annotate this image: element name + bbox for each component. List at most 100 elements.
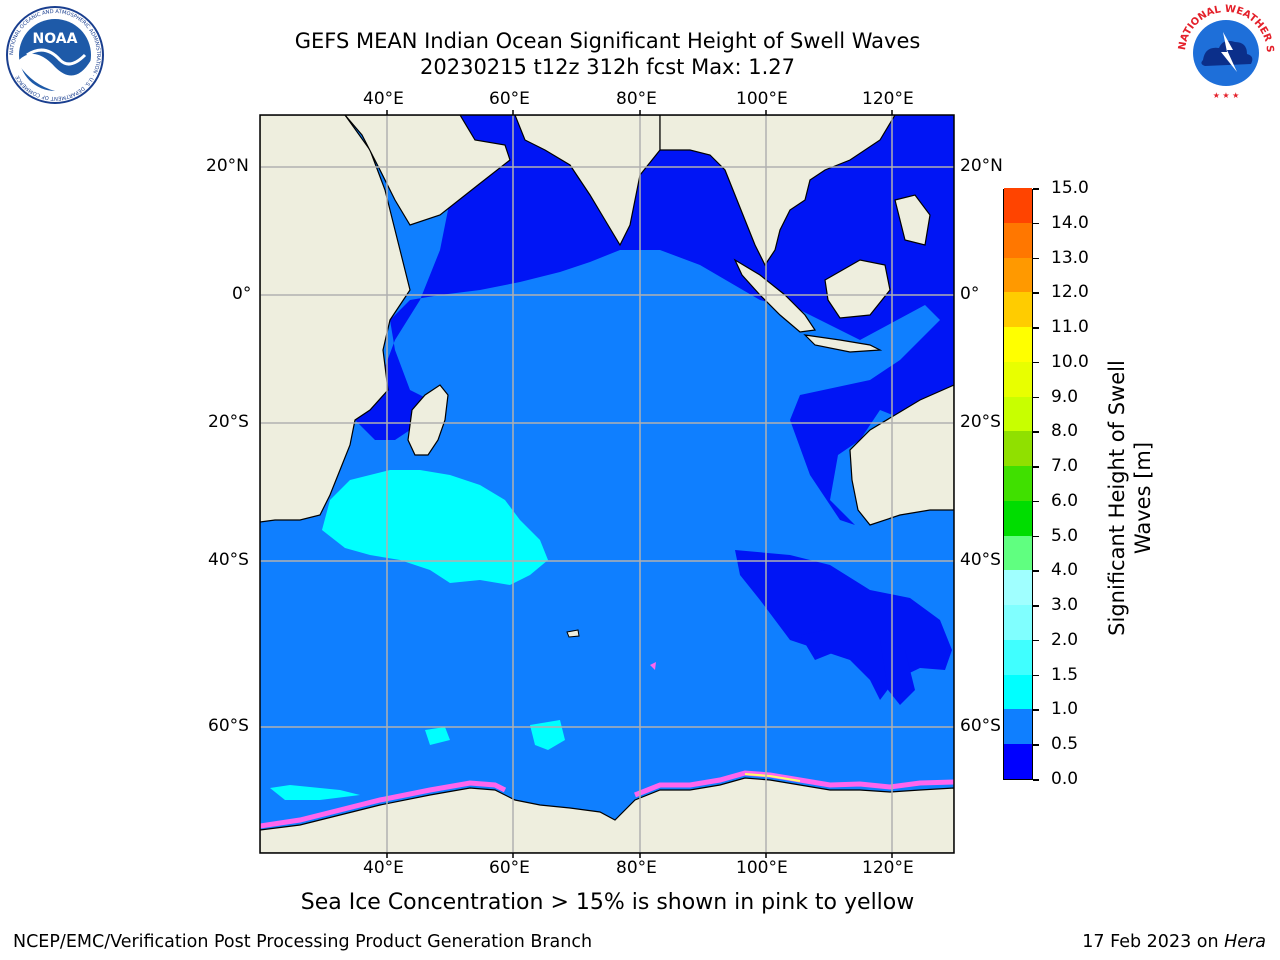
lat-tick-right: 20°N bbox=[960, 156, 1003, 176]
footer-host: Hera bbox=[1224, 932, 1266, 952]
colorbar-band bbox=[1004, 639, 1032, 675]
lat-tick-left: 20°N bbox=[206, 156, 249, 176]
colorbar-tick-mark bbox=[1033, 500, 1039, 503]
nws-logo: NATIONAL WEATHER SERVICE ★ ★ ★ bbox=[1171, 0, 1277, 104]
colorbar-band bbox=[1004, 604, 1032, 640]
colorbar-tick-label: 12.0 bbox=[1051, 282, 1089, 303]
colorbar-label: Significant Height of Swell Waves [m] bbox=[1104, 343, 1156, 653]
colorbar-tick-mark bbox=[1033, 709, 1039, 711]
colorbar bbox=[1003, 187, 1033, 780]
title-line-2: 20230215 t12z 312h fcst Max: 1.27 bbox=[420, 55, 795, 79]
lon-tick-top: 100°E bbox=[736, 89, 788, 109]
sea-ice-edge-yellow bbox=[744, 773, 801, 782]
colorbar-tick-mark bbox=[1033, 222, 1039, 225]
sea-ice-edge bbox=[260, 780, 507, 829]
lat-tick-left: 0° bbox=[232, 284, 252, 304]
lon-tick-bottom: 100°E bbox=[736, 858, 788, 878]
colorbar-tick-label: 1.0 bbox=[1051, 699, 1079, 720]
colorbar-tick-mark bbox=[1033, 605, 1039, 607]
colorbar-label-line-2: Waves [m] bbox=[1131, 441, 1155, 555]
colorbar-band bbox=[1004, 569, 1032, 606]
colorbar-band bbox=[1004, 187, 1032, 223]
lon-tick-bottom: 60°E bbox=[489, 858, 530, 878]
colorbar-tick-label: 11.0 bbox=[1051, 317, 1089, 338]
low-swell-patch bbox=[880, 640, 915, 705]
colorbar-band bbox=[1004, 291, 1032, 328]
colorbar-tick-label: 0.0 bbox=[1051, 769, 1079, 789]
colorbar-tick-label: 15.0 bbox=[1051, 178, 1089, 198]
colorbar-tick-mark bbox=[1033, 292, 1039, 294]
tick-marks bbox=[386, 110, 893, 858]
land-borneo bbox=[824, 259, 891, 319]
lon-tick-top: 80°E bbox=[616, 89, 657, 109]
colorbar-tick-mark bbox=[1033, 257, 1039, 260]
lat-tick-left: 20°S bbox=[208, 412, 249, 432]
colorbar-tick-label: 10.0 bbox=[1051, 351, 1089, 372]
land-southeast-asia bbox=[659, 115, 896, 267]
colorbar-tick-mark bbox=[1033, 639, 1039, 642]
title-line-1: GEFS MEAN Indian Ocean Significant Heigh… bbox=[294, 29, 921, 53]
colorbar-band bbox=[1004, 674, 1032, 710]
colorbar-band bbox=[1004, 361, 1032, 397]
footer-date: 17 Feb 2023 on Hera bbox=[1082, 932, 1266, 952]
colorbar-tick-label: 1.5 bbox=[1051, 664, 1079, 685]
svg-text:NOAA: NOAA bbox=[33, 31, 78, 47]
colorbar-tick-mark bbox=[1033, 674, 1039, 677]
lat-tick-right: 0° bbox=[960, 284, 980, 304]
land-philippines bbox=[894, 194, 931, 246]
lat-tick-right: 60°S bbox=[960, 716, 1001, 736]
colorbar-tick-mark bbox=[1033, 535, 1039, 538]
land-sumatra bbox=[733, 258, 817, 333]
lat-tick-right: 40°S bbox=[960, 550, 1001, 570]
map-frame bbox=[259, 114, 955, 854]
land-australia bbox=[849, 384, 954, 526]
colorbar-tick-mark bbox=[1033, 431, 1039, 433]
colorbar-tick-label: 2.0 bbox=[1051, 629, 1079, 650]
lon-tick-top: 40°E bbox=[363, 89, 404, 109]
colorbar-tick-label: 13.0 bbox=[1051, 247, 1089, 268]
lon-tick-top: 60°E bbox=[489, 89, 530, 109]
colorbar-tick-mark bbox=[1033, 188, 1039, 190]
land-madagascar bbox=[407, 384, 449, 456]
colorbar-band bbox=[1004, 743, 1032, 779]
lat-tick-left: 60°S bbox=[208, 716, 249, 736]
colorbar-tick-label: 7.0 bbox=[1051, 456, 1079, 477]
land-java bbox=[803, 334, 883, 353]
lon-tick-bottom: 80°E bbox=[616, 858, 657, 878]
colorbar-band bbox=[1004, 396, 1032, 432]
footer-credit: NCEP/EMC/Verification Post Processing Pr… bbox=[13, 932, 593, 952]
ice-spot bbox=[650, 662, 656, 670]
noaa-logo: NOAA NATIONAL OCEANIC AND ATMOSPHERIC AD… bbox=[5, 5, 105, 105]
colorbar-tick-label: 3.0 bbox=[1051, 595, 1079, 616]
lon-tick-bottom: 120°E bbox=[862, 858, 914, 878]
island-kerguelen bbox=[566, 629, 580, 638]
colorbar-band bbox=[1004, 535, 1032, 571]
map-field bbox=[260, 115, 954, 853]
colorbar-tick-label: 14.0 bbox=[1051, 212, 1089, 233]
colorbar-band bbox=[1004, 222, 1032, 258]
colorbar-tick-label: 0.5 bbox=[1051, 734, 1079, 755]
footer-date-text: 17 Feb 2023 on bbox=[1082, 932, 1225, 952]
svg-text:★ ★ ★: ★ ★ ★ bbox=[1213, 91, 1240, 100]
lon-tick-top: 120°E bbox=[862, 89, 914, 109]
land-africa bbox=[260, 115, 411, 523]
colorbar-tick-mark bbox=[1033, 396, 1039, 399]
sea-ice-note: Sea Ice Concentration > 15% is shown in … bbox=[300, 890, 915, 915]
colorbar-tick-mark bbox=[1033, 361, 1039, 364]
colorbar-tick-mark bbox=[1033, 779, 1039, 781]
colorbar-band bbox=[1004, 465, 1032, 501]
high-swell-patch bbox=[270, 785, 360, 800]
low-swell-patch bbox=[800, 630, 840, 660]
colorbar-band bbox=[1004, 709, 1032, 745]
colorbar-tick-label: 5.0 bbox=[1051, 525, 1079, 546]
land-antarctica bbox=[260, 777, 954, 853]
colorbar-tick-label: 6.0 bbox=[1051, 490, 1079, 511]
colorbar-band bbox=[1004, 430, 1032, 467]
colorbar-tick-mark bbox=[1033, 327, 1039, 329]
high-swell-southwest bbox=[322, 470, 548, 585]
colorbar-tick-label: 8.0 bbox=[1051, 421, 1079, 442]
high-swell-patch bbox=[425, 727, 450, 745]
colorbar-tick-mark bbox=[1033, 744, 1039, 746]
colorbar-tick-label: 4.0 bbox=[1051, 560, 1079, 581]
